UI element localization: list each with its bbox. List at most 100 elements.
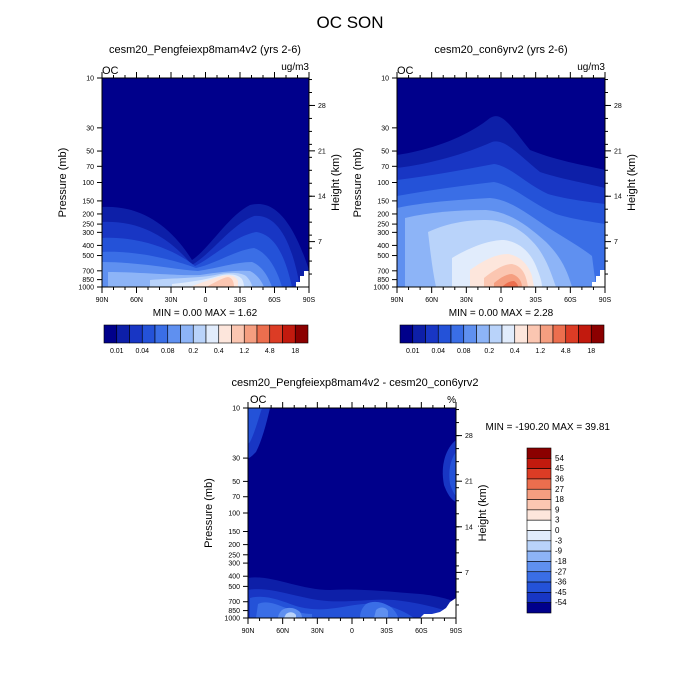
pressure-tick-label: 850 <box>228 608 240 615</box>
lat-tick-label: 0 <box>499 297 503 304</box>
colorbar-swatch <box>231 324 245 344</box>
pressure-tick-label: 100 <box>82 180 94 187</box>
lat-tick-label: 90N <box>242 628 255 635</box>
pressure-tick-label: 300 <box>228 561 240 568</box>
pressure-tick-label: 300 <box>377 230 389 237</box>
colorbar-label: 1.2 <box>535 348 545 355</box>
pressure-tick-label: 10 <box>86 76 94 83</box>
pressure-tick-label: 400 <box>377 243 389 250</box>
colorbar-swatch <box>552 324 567 344</box>
colorbar-swatch <box>526 592 552 603</box>
pressure-tick-label: 30 <box>232 456 240 463</box>
height-tick-label: 14 <box>614 194 622 201</box>
colorbar-label: 36 <box>555 474 564 483</box>
colorbar: 0.01 0.04 0.08 0.2 0.4 1.2 4.8 18 <box>103 324 309 355</box>
pressure-tick-label: 250 <box>377 222 389 229</box>
colorbar-label: 9 <box>555 505 560 514</box>
colorbar-swatch <box>565 324 579 344</box>
pressure-tick-label: 700 <box>377 268 389 275</box>
colorbar-swatch <box>526 561 552 573</box>
colorbar-label: -54 <box>555 598 567 607</box>
pressure-tick-label: 70 <box>232 494 240 501</box>
pressure-tick-label: 50 <box>381 149 389 156</box>
figure-title: OC SON <box>316 13 383 32</box>
pressure-tick-label: 700 <box>228 599 240 606</box>
height-tick-label: 7 <box>614 239 618 246</box>
lat-tick-label: 90S <box>450 628 463 635</box>
colorbar-swatch <box>412 324 426 344</box>
colorbar-label: 4.8 <box>561 348 571 355</box>
colorbar-swatch <box>425 324 439 344</box>
colorbar-swatch <box>180 324 194 344</box>
height-tick-label: 28 <box>614 103 622 110</box>
pressure-tick-label: 200 <box>377 211 389 218</box>
contour-field <box>248 408 456 618</box>
colorbar-swatch <box>526 447 552 459</box>
panel-stats: MIN = 0.00 MAX = 2.28 <box>449 308 554 319</box>
lat-tick-label: 60N <box>130 297 143 304</box>
colorbar-label: -27 <box>555 567 567 576</box>
pressure-tick-label: 70 <box>381 164 389 171</box>
colorbar-swatch <box>526 540 552 552</box>
height-tick-label: 21 <box>318 148 326 155</box>
panel-stats: MIN = 0.00 MAX = 1.62 <box>153 308 258 319</box>
colorbar-swatch <box>399 324 414 344</box>
axes: 1030507010015020025030040050070085010002… <box>57 72 342 304</box>
colorbar-label: 0.04 <box>135 348 149 355</box>
lat-tick-label: 30N <box>311 628 324 635</box>
colorbar-swatch <box>437 324 452 344</box>
colorbar-label: 0.4 <box>214 348 224 355</box>
colorbar-label: -45 <box>555 588 567 597</box>
y-axis-right-label: Height (km) <box>626 154 638 211</box>
pressure-tick-label: 850 <box>82 277 94 284</box>
colorbar-swatch <box>526 550 552 562</box>
colorbar-swatch <box>526 602 552 614</box>
panel-stats: MIN = -190.20 MAX = 39.81 <box>485 422 610 433</box>
colorbar-label: 54 <box>555 454 564 463</box>
colorbar-swatch <box>526 571 552 583</box>
colorbar-swatch <box>129 324 143 344</box>
panel-unit-label: % <box>447 395 456 406</box>
colorbar: 0.01 0.04 0.08 0.2 0.4 1.2 4.8 18 <box>399 324 605 355</box>
height-tick-label: 21 <box>465 479 473 486</box>
height-tick-label: 7 <box>318 239 322 246</box>
pressure-tick-label: 700 <box>82 268 94 275</box>
colorbar-swatch <box>269 324 283 344</box>
lat-tick-label: 0 <box>350 628 354 635</box>
panel-unit-label: ug/m3 <box>577 62 605 73</box>
pressure-tick-label: 300 <box>82 230 94 237</box>
colorbar-label: 0.2 <box>484 348 494 355</box>
lat-tick-label: 30S <box>529 297 542 304</box>
lat-tick-label: 30N <box>460 297 473 304</box>
colorbar-swatch <box>103 324 118 344</box>
colorbar-swatch <box>526 499 552 511</box>
colorbar-swatch <box>501 324 516 344</box>
lat-tick-label: 30S <box>380 628 393 635</box>
colorbar-swatch <box>218 324 232 344</box>
pressure-tick-label: 850 <box>377 277 389 284</box>
colorbar-label: 0 <box>555 526 560 535</box>
panel-left-label: OC <box>102 65 119 77</box>
colorbar-swatch <box>192 324 207 344</box>
pressure-tick-label: 50 <box>86 149 94 156</box>
colorbar-label: 18 <box>291 348 299 355</box>
pressure-tick-label: 70 <box>86 164 94 171</box>
pressure-tick-label: 400 <box>82 243 94 250</box>
pressure-tick-label: 1000 <box>224 616 240 623</box>
colorbar-label: -36 <box>555 578 567 587</box>
panel-control: cesm20_con6yrv2 (yrs 2-6) OC ug/m3 10 30 5… <box>352 44 638 355</box>
y-axis-right-label: Height (km) <box>330 154 342 211</box>
panel-left-label: OC <box>250 394 267 406</box>
pressure-tick-label: 1000 <box>78 285 94 292</box>
pressure-tick-label: 150 <box>228 529 240 536</box>
colorbar-swatch <box>256 324 271 344</box>
pressure-tick-label: 10 <box>232 406 240 413</box>
colorbar-swatch <box>527 324 541 344</box>
lat-tick-label: 60S <box>564 297 577 304</box>
colorbar-swatch <box>526 478 552 490</box>
panel-subtitle: cesm20_Pengfeiexp8mam4v2 (yrs 2-6) <box>109 44 301 56</box>
height-tick-label: 14 <box>465 524 473 531</box>
lat-tick-label: 30N <box>165 297 178 304</box>
colorbar-swatch <box>526 581 552 593</box>
